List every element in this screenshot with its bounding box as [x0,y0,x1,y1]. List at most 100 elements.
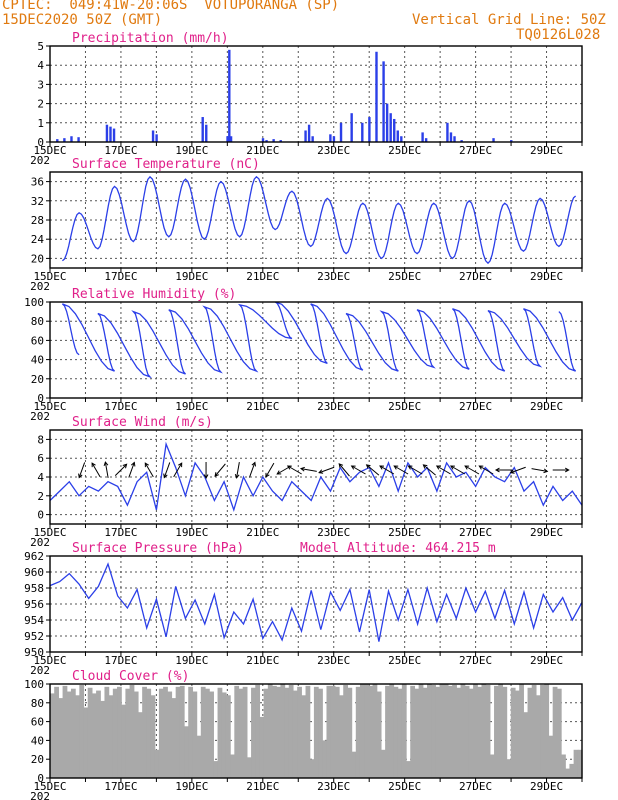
cloud-cover-bar [318,688,323,778]
panel-title: Cloud Cover (%) [72,669,189,684]
y-tick-label: 956 [24,598,44,611]
cloud-cover-bar [142,686,147,778]
cloud-cover-bar [184,726,189,778]
cloud-cover-bar [565,768,571,778]
x-tick-label: 29DEC [530,144,563,157]
cloud-cover-bar [514,690,520,778]
cloud-cover-bar [339,695,344,778]
y-tick-label: 954 [24,614,44,627]
cloud-cover-bar [473,684,478,778]
cloud-cover-bar [326,685,332,778]
cloud-cover-bar [137,712,143,778]
cloud-cover-bar [179,685,185,778]
y-tick-label: 960 [24,566,44,579]
wind-arrow-head [379,465,385,470]
precip-bar [279,140,282,142]
cloud-cover-bar [477,686,483,778]
x-tick-label: 15DEC [33,526,66,539]
cloud-cover-bar [359,684,365,778]
y-tick-label: 3 [37,78,44,91]
panel-title: Surface Temperature (nC) [72,157,260,172]
precip-bar [261,138,265,142]
wind-arrow-shaft [464,465,480,475]
wind-arrow-shaft [287,465,302,475]
y-tick-label: 60 [31,334,44,347]
cloud-cover-bar [251,687,256,778]
grid-note-label: Vertical Grid Line: 50Z [412,12,606,28]
cloud-cover-bar [351,751,357,778]
x-tick-label: 19DEC [175,526,208,539]
wind-arrow [449,465,466,475]
x-tick-label: 21DEC [246,654,279,667]
cloud-cover-bar [573,749,579,778]
y-tick-label: 0 [37,136,44,149]
wind-arrow-head [286,465,292,470]
x-tick-label: 21DEC [246,526,279,539]
x-tick-label: 29DEC [530,400,563,413]
y-tick-label: 4 [37,471,44,484]
cloud-cover-bar [121,704,127,778]
wind-arrow [91,462,101,478]
panel-frame [49,683,583,779]
precip-bar [332,136,336,142]
precip-bar [492,138,495,142]
wind-arrow [464,465,480,475]
cloud-cover-bar [70,688,76,778]
wind-arrow [286,465,302,475]
x-axis-year-label: 202 [30,790,50,800]
panel-3: 0 20 40 60 80 100 15DEC 17DEC 19DEC 21DEC 23DEC 25D… [24,287,583,423]
wind-arrow-shaft [114,463,127,477]
cloud-cover-bar [393,686,399,778]
precip-bar [229,136,233,142]
wind-arrow-head [464,465,470,470]
precip-bar [421,132,424,142]
x-tick-label: 23DEC [317,400,350,413]
model-code-label: TQ0126L028 [516,27,601,43]
cloud-cover-bar [452,684,457,778]
cloud-cover-bar [209,691,214,778]
cloud-cover-bar [83,707,89,778]
panel-5: 950 952 954 956 958 960 962 15DEC 17DEC 19DEC 21DE… [24,541,583,677]
wind-arrow-shaft [300,468,317,472]
y-tick-label: 100 [24,296,44,309]
y-tick-label: 80 [31,697,44,710]
y-tick-label: 952 [24,630,44,643]
cloud-cover-bar [548,735,554,778]
wind-arrow-head [163,473,168,479]
wind-arrow-shaft [128,462,135,478]
panel-title: Relative Humidity (%) [72,287,236,302]
wind-arrow-head [407,465,413,470]
y-tick-label: 4 [37,59,44,72]
cloud-cover-bar [577,749,583,778]
precip-bar [400,136,403,142]
cloud-cover-bar [380,749,386,778]
wind-arrow-shaft [531,468,548,472]
panel-1: 0 1 2 3 4 5 15DEC 17DEC 19DEC 21DEC 23DEC 25DEC 27DE… [30,31,583,167]
cloud-cover-bar [544,684,550,778]
cloud-cover-bar [146,688,152,778]
wind-arrow [114,463,128,477]
x-tick-label: 23DEC [317,654,350,667]
wind-arrow-head [478,465,484,470]
x-tick-label: 15DEC [33,654,66,667]
cloud-cover-bar [58,698,64,778]
precip-bar [396,130,399,142]
y-tick-label: 20 [31,753,44,766]
wind-arrow-head [203,474,209,480]
x-tick-label: 17DEC [104,144,137,157]
precip-bar [265,140,268,142]
cloud-cover-bar [292,690,298,778]
cloud-cover-bar [406,761,411,778]
x-tick-label: 17DEC [104,526,137,539]
cloud-cover-bar [330,685,336,778]
cloud-cover-bar [66,691,72,778]
cloud-cover-bar [280,684,286,778]
precip-bar [382,61,385,142]
wind-arrow [103,461,109,478]
wind-arrow-shaft [78,462,86,478]
wind-arrow [393,465,409,475]
cloud-cover-bar [221,692,227,778]
series-line [61,175,577,265]
cloud-cover-bar [79,684,85,778]
cloud-cover-bar [540,684,545,778]
